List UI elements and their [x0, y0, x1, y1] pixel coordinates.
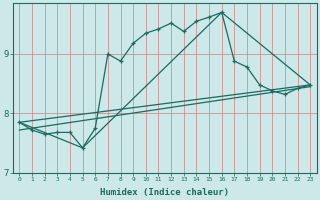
X-axis label: Humidex (Indice chaleur): Humidex (Indice chaleur) [100, 188, 229, 197]
